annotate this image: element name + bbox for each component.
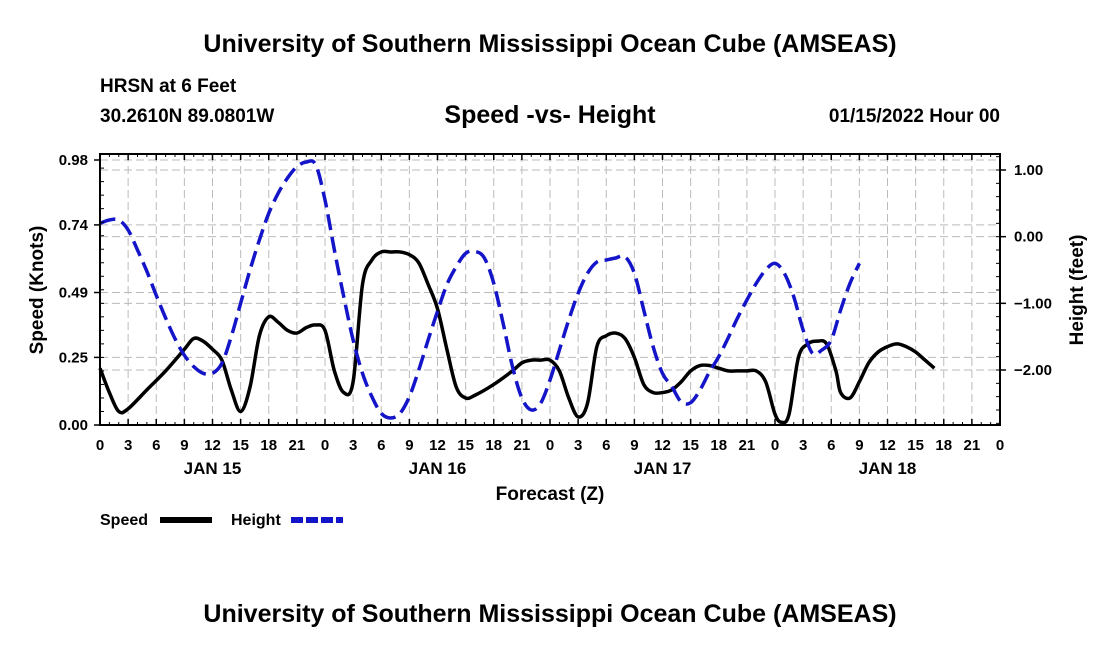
x-tick-label: 3: [124, 437, 132, 454]
x-tick-label: 6: [152, 437, 160, 454]
x-tick-label: 15: [907, 437, 924, 454]
y-tick-labels: 0.00 0.25 0.49 0.74 0.98: [59, 152, 89, 434]
x-tick-label: 15: [457, 437, 474, 454]
station-coordinates: 30.2610N 89.0801W: [100, 106, 275, 127]
y2-tick-label: −1.00: [1014, 295, 1052, 312]
x-tick-label: 12: [654, 437, 671, 454]
day-label: JAN 17: [634, 459, 692, 478]
x-tick-label: 9: [630, 437, 638, 454]
y-axis-label: Speed (Knots): [27, 226, 48, 355]
y2-tick-label: −2.00: [1014, 362, 1052, 379]
y2-tick-label: 0.00: [1014, 229, 1043, 246]
day-labels: JAN 15 JAN 16 JAN 17 JAN 18: [184, 459, 917, 478]
day-label: JAN 15: [184, 459, 242, 478]
y-tick-label: 0.25: [59, 349, 88, 366]
y-tick-label: 0.98: [59, 152, 88, 169]
x-tick-label: 15: [682, 437, 699, 454]
y2-axis-label: Height (feet): [1067, 235, 1088, 346]
y2-tick-label: 1.00: [1014, 162, 1043, 179]
run-time: 01/15/2022 Hour 00: [828, 106, 1000, 127]
x-tick-label: 18: [710, 437, 727, 454]
x-tick-label: 18: [260, 437, 277, 454]
x-tick-label: 3: [574, 437, 582, 454]
x-axis-label: Forecast (Z): [496, 484, 605, 505]
x-tick-label: 21: [739, 437, 756, 454]
y-tick-label: 0.49: [59, 285, 88, 302]
x-tick-label: 3: [799, 437, 807, 454]
x-tick-label: 9: [405, 437, 413, 454]
x-tick-label: 0: [321, 437, 329, 454]
x-tick-label: 6: [377, 437, 385, 454]
x-tick-label: 15: [232, 437, 249, 454]
series-layer: [98, 159, 936, 425]
x-tick-label: 6: [827, 437, 835, 454]
x-tick-label: 21: [964, 437, 981, 454]
chart-grid: [100, 154, 1000, 425]
station-name: HRSN at 6 Feet: [100, 76, 237, 97]
chart-main-title: University of Southern Mississippi Ocean…: [203, 30, 897, 58]
y-tick-label: 0.74: [59, 217, 89, 234]
x-tick-label: 12: [429, 437, 446, 454]
x-tick-label: 18: [485, 437, 502, 454]
y-tick-label: 0.00: [59, 417, 88, 434]
x-tick-label: 9: [855, 437, 863, 454]
day-label: JAN 18: [859, 459, 917, 478]
footer-title: University of Southern Mississippi Ocean…: [203, 600, 897, 628]
x-tick-label: 0: [96, 437, 104, 454]
x-tick-label: 12: [879, 437, 896, 454]
series-line-speed: [98, 249, 936, 425]
legend-height-label: Height: [231, 512, 281, 529]
x-tick-label: 0: [996, 437, 1004, 454]
x-tick-label: 9: [180, 437, 188, 454]
axis-ticks: [94, 154, 1006, 426]
x-tick-label: 12: [204, 437, 221, 454]
x-tick-label: 0: [771, 437, 779, 454]
chart-subtitle: Speed -vs- Height: [444, 101, 656, 129]
x-tick-labels: 0 3 6 9 12 15 18 21 0 3 6 9 12 15 18 21 0 3 6 9 12 15 18 21 0 3 6 9…: [96, 437, 1004, 454]
legend: Speed Height: [100, 512, 343, 529]
day-label: JAN 16: [409, 459, 467, 478]
x-tick-label: 21: [289, 437, 306, 454]
x-tick-label: 21: [514, 437, 531, 454]
x-tick-label: 6: [602, 437, 610, 454]
series-line-height: [99, 159, 861, 420]
x-tick-label: 18: [935, 437, 952, 454]
legend-speed-label: Speed: [100, 512, 148, 529]
x-tick-label: 0: [546, 437, 554, 454]
x-tick-label: 3: [349, 437, 357, 454]
y2-tick-labels: 1.00 0.00 −1.00 −2.00: [1014, 162, 1052, 379]
